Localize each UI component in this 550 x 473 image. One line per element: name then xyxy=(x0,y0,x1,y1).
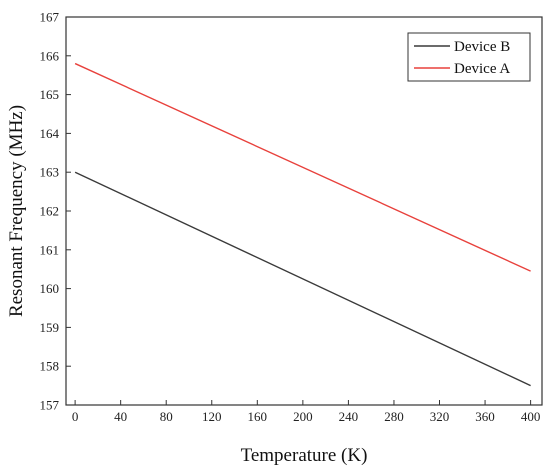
series-line-device-b xyxy=(74,171,531,387)
x-tick-label: 280 xyxy=(384,409,404,424)
x-tick-label: 240 xyxy=(339,409,359,424)
y-tick-label: 160 xyxy=(40,281,60,296)
series-layer xyxy=(74,62,531,387)
x-tick-label: 160 xyxy=(248,409,268,424)
y-tick-label: 157 xyxy=(40,398,60,413)
x-tick-label: 360 xyxy=(475,409,495,424)
series-line-device-a xyxy=(74,62,531,272)
x-tick-label: 200 xyxy=(293,409,313,424)
legend-label: Device B xyxy=(454,39,510,55)
y-tick-label: 163 xyxy=(40,165,60,180)
x-axis-title: Temperature (K) xyxy=(241,445,368,466)
y-tick-label: 167 xyxy=(40,10,60,25)
x-tick-label: 40 xyxy=(114,409,127,424)
y-tick-label: 164 xyxy=(40,126,60,141)
y-tick-label: 158 xyxy=(40,359,60,374)
legend-label: Device A xyxy=(454,61,510,77)
x-tick-label: 320 xyxy=(430,409,450,424)
x-tick-label: 0 xyxy=(72,409,79,424)
x-tick-label: 120 xyxy=(202,409,222,424)
ticks-layer: 0 40 80 120 160 200 240 280 320 360 400 157 158 159 16… xyxy=(40,10,541,425)
y-tick-label: 161 xyxy=(40,242,60,257)
y-tick-label: 159 xyxy=(40,320,60,335)
y-tick-label: 162 xyxy=(40,204,60,219)
x-tick-label: 80 xyxy=(160,409,173,424)
x-tick-label: 400 xyxy=(521,409,541,424)
y-tick-label: 165 xyxy=(40,87,60,102)
legend: Device B Device A xyxy=(407,32,531,82)
y-axis-title: Resonant Frequency (MHz) xyxy=(6,105,27,317)
y-tick-label: 166 xyxy=(40,48,60,63)
legend-box xyxy=(407,32,531,82)
